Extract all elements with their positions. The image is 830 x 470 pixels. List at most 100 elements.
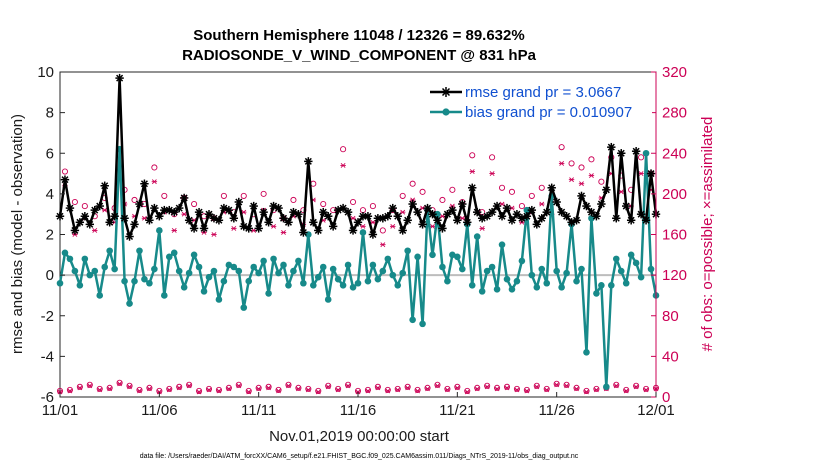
obs-assimilated-point [305,387,312,393]
bias-point [533,284,541,291]
obs-possible-point [593,385,600,392]
obs-possible-point [409,180,416,187]
rmse-marker-stroke [409,200,417,208]
rmse-point [184,216,194,225]
rmse-point [517,214,527,223]
obs-assimilated-point [395,387,401,393]
obs-assimilated-point [494,386,500,392]
obs-possible-point [404,383,411,390]
rmse-point [597,199,606,209]
obs-assimilated-point [638,171,644,176]
obs-assimilated-point [623,388,629,394]
x-tick-label: 12/01 [637,402,675,419]
bias-point [583,349,590,356]
legend-rmse-label: rmse grand pr = 3.0667 [465,84,621,101]
obs-assimilated-point [176,385,182,391]
rmse-point [65,203,75,213]
obs-assimilated-point [246,389,252,395]
bias-point [255,269,262,277]
rmse-point [304,157,313,166]
obs-assimilated-point [424,386,431,392]
bias-point [439,263,446,271]
rmse-marker-stroke [627,216,635,224]
rmse-marker-stroke [538,214,546,222]
rmse-marker-stroke [101,182,109,190]
bias-point [290,267,297,275]
rmse-marker-stroke [553,198,561,206]
bias-point [488,263,496,271]
rmse-marker-stroke [533,220,541,228]
rmse-point [249,201,258,211]
rmse-marker-stroke [200,224,208,232]
bias-point [543,279,551,287]
rmse-marker-stroke [155,212,163,220]
obs-assimilated-point [270,223,277,229]
bias-point [185,269,193,277]
bias-point [76,281,84,289]
obs-assimilated-point [156,389,163,395]
rmse-marker-stroke [319,208,327,216]
rmse-marker-stroke [394,212,402,220]
obs-possible-point [131,196,138,204]
obs-possible-point [484,382,491,389]
bias-point [444,277,451,285]
obs-possible-point [96,385,103,392]
bias-point [190,251,198,259]
obs-possible-point [379,227,386,234]
bias-point [459,265,466,273]
rmse-point [458,199,467,209]
obs-possible-point [419,188,426,195]
rmse-marker-stroke [190,224,198,232]
bias-point [180,284,188,291]
obs-assimilated-point [335,387,341,393]
rmse-point [582,201,591,211]
rmse-marker-stroke [523,212,531,220]
y-tick-label: 0 [46,267,54,284]
bias-point [399,269,407,277]
bias-point [96,292,104,299]
bias-point [558,284,565,291]
bias-point [518,257,526,265]
obs-possible-point [399,192,406,199]
rmse-point [140,179,149,188]
rmse-marker-stroke [71,226,79,234]
obs-assimilated-point [101,207,108,213]
obs-assimilated-point [126,384,133,390]
rmse-point [592,212,601,221]
rmse-marker-stroke [279,214,288,222]
rmse-marker-stroke [130,220,139,228]
rmse-marker-stroke [458,200,466,208]
obs-possible-point [414,386,421,393]
rmse-point [468,183,477,192]
obs-possible-point [196,387,203,394]
rmse-point [522,212,532,221]
rmse-marker-stroke [597,200,605,208]
obs-assimilated-point [166,387,172,393]
rmse-marker-stroke [111,212,119,220]
rmse-marker-stroke [419,220,427,228]
obs-possible-point [533,382,540,389]
rmse-point [130,220,139,229]
bias-point [449,251,456,259]
obs-possible-point [126,382,133,389]
bias-point [617,267,625,275]
rmse-point [274,203,283,213]
bias-point [205,273,213,281]
bias-point [454,253,461,261]
obs-possible-point [374,383,381,390]
obs-possible-point [543,385,550,392]
obs-possible-point [86,381,93,388]
bias-point [195,263,203,271]
rmse-marker-stroke [364,212,372,220]
rmse-marker-stroke [438,224,446,232]
rmse-point [368,230,378,239]
obs-possible-point [588,156,595,163]
obs-assimilated-point [280,230,287,235]
rmse-marker-stroke [121,214,129,222]
obs-possible-point [568,160,575,167]
bias-point [146,279,153,287]
obs-assimilated-point [77,385,83,391]
rmse-marker-stroke [81,212,89,220]
bias-point [81,255,89,263]
bias-point [141,275,148,283]
